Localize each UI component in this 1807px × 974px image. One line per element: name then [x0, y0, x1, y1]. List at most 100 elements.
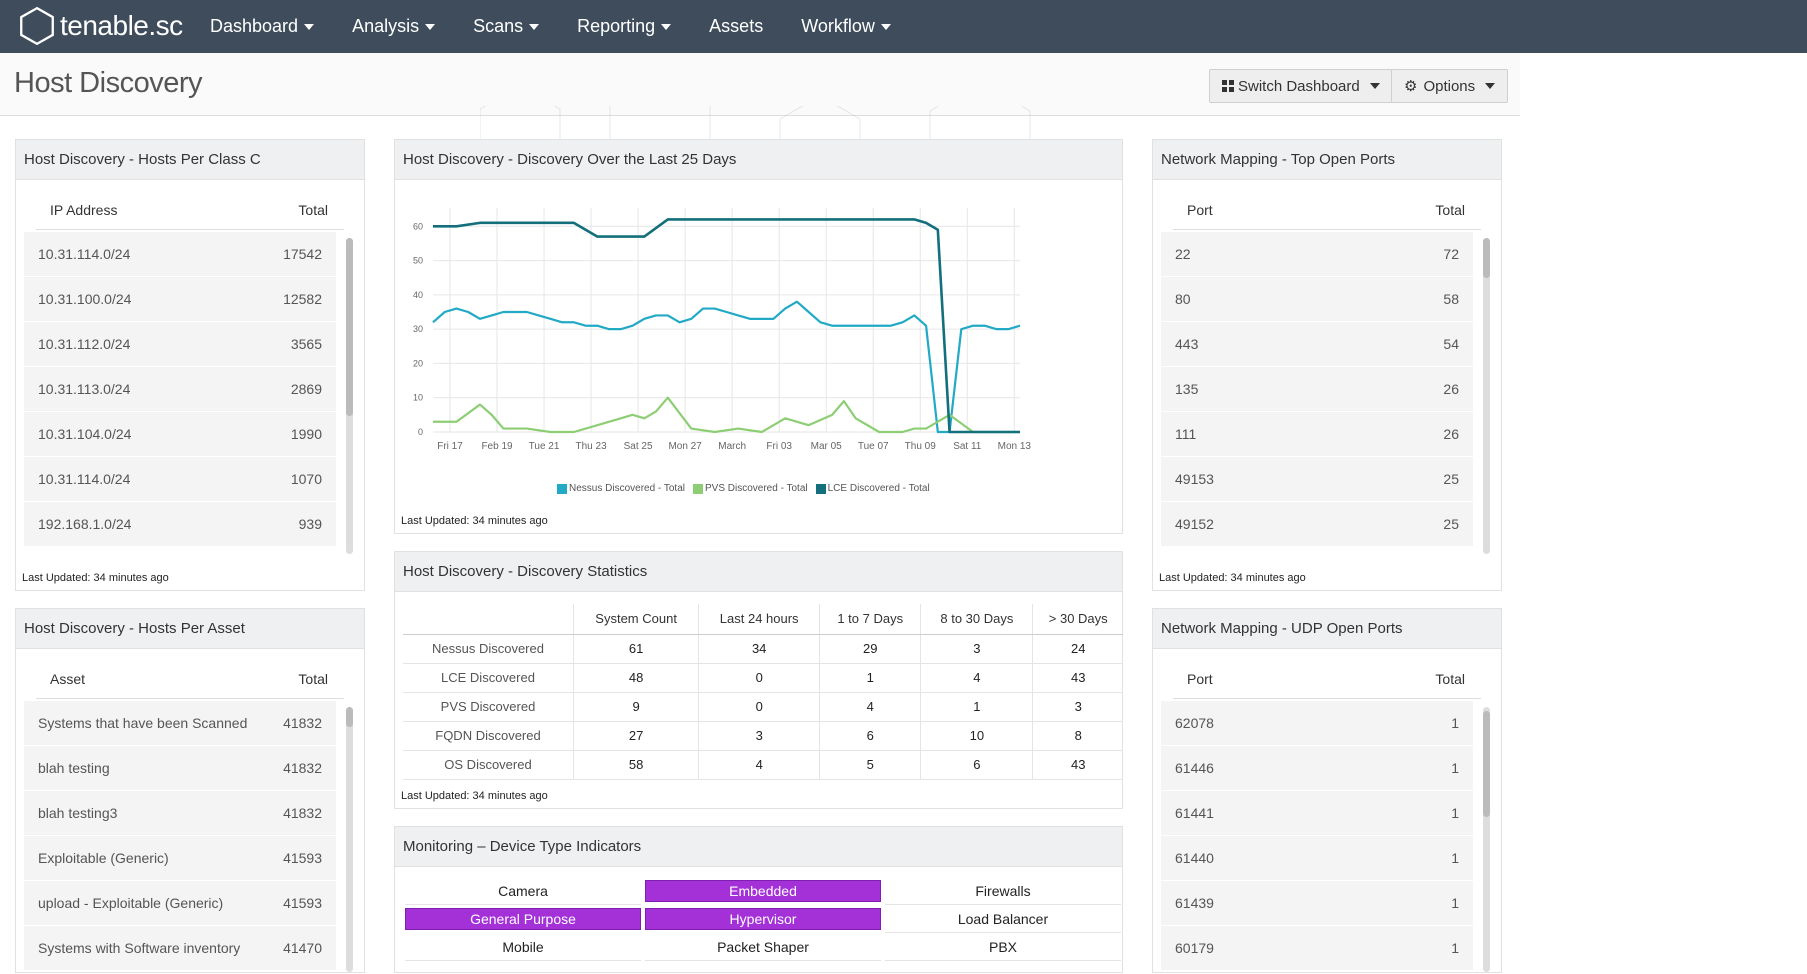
device-indicator[interactable]: Mobile [405, 933, 641, 961]
table-row[interactable]: 10.31.113.0/24 2869 [24, 367, 336, 412]
device-indicator[interactable]: PBX [885, 933, 1121, 961]
caret-down-icon [880, 23, 891, 30]
column-header-asset[interactable]: Asset [50, 670, 86, 687]
last-updated: Last Updated: 34 minutes ago [401, 515, 548, 527]
stats-cell: 1 [920, 692, 1034, 722]
stats-cell: 8 [1032, 721, 1123, 751]
stats-row[interactable]: LCE Discovered 48 0 1 4 43 [403, 663, 1123, 693]
stats-column-header[interactable]: 1 to 7 Days [819, 604, 922, 635]
nav-item-reporting[interactable]: Reporting [577, 16, 672, 37]
tenable-logo[interactable]: tenable.sc [16, 6, 183, 46]
column-header-port[interactable]: Port [1187, 670, 1213, 687]
chart-x-tick-label: Tue 21 [529, 441, 560, 452]
scrollbar-thumb[interactable] [346, 238, 353, 416]
legend-item[interactable]: Nessus Discovered - Total [557, 483, 685, 494]
device-indicator[interactable]: Packet Shaper [645, 933, 881, 961]
nav-item-analysis[interactable]: Analysis [352, 16, 436, 37]
options-button[interactable]: ⚙ Options [1391, 69, 1509, 103]
chart-series-line-1[interactable] [432, 300, 1021, 434]
chart-y-tick-label: 20 [413, 358, 423, 368]
device-indicator[interactable]: Load Balancer [885, 905, 1121, 933]
page-title: Host Discovery [14, 67, 203, 99]
stats-row[interactable]: PVS Discovered 9 0 4 1 3 [403, 692, 1123, 722]
switch-dashboard-button[interactable]: Switch Dashboard [1209, 69, 1393, 103]
scrollbar[interactable] [346, 707, 353, 972]
panel-title: Host Discovery - Discovery Over the Last… [395, 140, 1122, 180]
scrollbar-thumb[interactable] [1483, 711, 1490, 817]
column-header-port[interactable]: Port [1187, 201, 1213, 218]
table-row[interactable]: 62078 1 [1161, 701, 1473, 746]
stats-column-header[interactable]: Last 24 hours [698, 604, 821, 635]
nav-item-workflow[interactable]: Workflow [801, 16, 891, 37]
scrollbar[interactable] [346, 238, 353, 554]
table-row[interactable]: 111 26 [1161, 412, 1473, 457]
table-row[interactable]: 443 54 [1161, 322, 1473, 367]
table-row[interactable]: 61440 1 [1161, 836, 1473, 881]
table-row[interactable]: 61439 1 [1161, 881, 1473, 926]
stats-row[interactable]: Nessus Discovered 61 34 29 3 24 [403, 634, 1123, 664]
panel-title: Monitoring – Device Type Indicators [395, 827, 1122, 867]
table-row[interactable]: 49152 25 [1161, 502, 1473, 547]
row-total: 1 [1451, 760, 1459, 776]
column-header-total[interactable]: Total [1435, 201, 1465, 218]
legend-item[interactable]: LCE Discovered - Total [815, 483, 930, 494]
column-header-ip[interactable]: IP Address [50, 201, 118, 218]
table-row[interactable]: 61441 1 [1161, 791, 1473, 836]
chart-x-tick-label: Fri 17 [437, 441, 463, 452]
legend-item[interactable]: PVS Discovered - Total [692, 483, 808, 494]
table-row[interactable]: blah testing 41832 [24, 746, 336, 791]
stats-column-header[interactable]: 8 to 30 Days [920, 604, 1034, 635]
device-indicator[interactable]: Firewalls [885, 877, 1121, 905]
table-header: Asset Total [36, 659, 344, 699]
table-row[interactable]: 10.31.100.0/24 12582 [24, 277, 336, 322]
table-row[interactable]: 10.31.104.0/24 1990 [24, 412, 336, 457]
table-row[interactable]: blah testing3 41832 [24, 791, 336, 836]
scrollbar-thumb[interactable] [1483, 238, 1490, 278]
scrollbar[interactable] [1483, 238, 1490, 554]
device-indicator[interactable]: Embedded [645, 880, 881, 902]
stats-column-header[interactable]: > 30 Days [1032, 604, 1123, 635]
discovery-line-chart[interactable]: 0 10 20 30 40 50 60 Fri 17 Feb 19 Tue 21 Thu 23 Sat… [395, 180, 1124, 480]
nav-item-label: Scans [473, 16, 524, 36]
table-row[interactable]: 22 72 [1161, 232, 1473, 277]
table-row[interactable]: 10.31.114.0/24 1070 [24, 457, 336, 502]
table-row[interactable]: 61446 1 [1161, 746, 1473, 791]
stats-cell: 3 [698, 721, 821, 751]
table-row[interactable]: Systems with Software inventory 41470 [24, 926, 336, 971]
chart-series-line-2[interactable] [433, 396, 1020, 434]
table-row[interactable]: upload - Exploitable (Generic) 41593 [24, 881, 336, 926]
column-header-total[interactable]: Total [298, 201, 328, 218]
chart-series-line-3[interactable] [433, 218, 1020, 434]
row-label: Systems with Software inventory [38, 940, 241, 956]
scrollbar-thumb[interactable] [346, 707, 353, 727]
table-row[interactable]: 80 58 [1161, 277, 1473, 322]
table-row[interactable]: 60179 1 [1161, 926, 1473, 971]
nav-item-scans[interactable]: Scans [473, 16, 540, 37]
column-header-total[interactable]: Total [298, 670, 328, 687]
caret-down-icon [304, 23, 315, 30]
row-total: 1 [1451, 940, 1459, 956]
hexagon-logo-icon [20, 6, 54, 46]
scrollbar[interactable] [1483, 707, 1490, 972]
switch-dashboard-label: Switch Dashboard [1238, 77, 1360, 95]
stats-row[interactable]: FQDN Discovered 27 3 6 10 8 [403, 721, 1123, 751]
stats-row[interactable]: OS Discovered 58 4 5 6 43 [403, 750, 1123, 780]
chart-x-tick-label: Thu 09 [905, 441, 937, 452]
table-row[interactable]: 192.168.1.0/24 939 [24, 502, 336, 547]
device-indicator[interactable]: Camera [405, 877, 641, 905]
nav-item-assets[interactable]: Assets [709, 16, 763, 37]
stats-column-header[interactable]: System Count [573, 604, 700, 635]
column-header-total[interactable]: Total [1435, 670, 1465, 687]
table-row[interactable]: Exploitable (Generic) 41593 [24, 836, 336, 881]
chart-x-tick-label: Thu 23 [576, 441, 608, 452]
stats-header-row: System Count Last 24 hours 1 to 7 Days 8 to… [403, 604, 1123, 635]
table-row[interactable]: 49153 25 [1161, 457, 1473, 502]
nav-item-dashboard[interactable]: Dashboard [210, 16, 315, 37]
stats-column-header[interactable] [403, 604, 574, 635]
table-row[interactable]: 10.31.114.0/24 17542 [24, 232, 336, 277]
table-row[interactable]: 135 26 [1161, 367, 1473, 412]
device-indicator[interactable]: Hypervisor [645, 908, 881, 930]
device-indicator[interactable]: General Purpose [405, 908, 641, 930]
table-row[interactable]: 10.31.112.0/24 3565 [24, 322, 336, 367]
table-row[interactable]: Systems that have been Scanned 41832 [24, 701, 336, 746]
